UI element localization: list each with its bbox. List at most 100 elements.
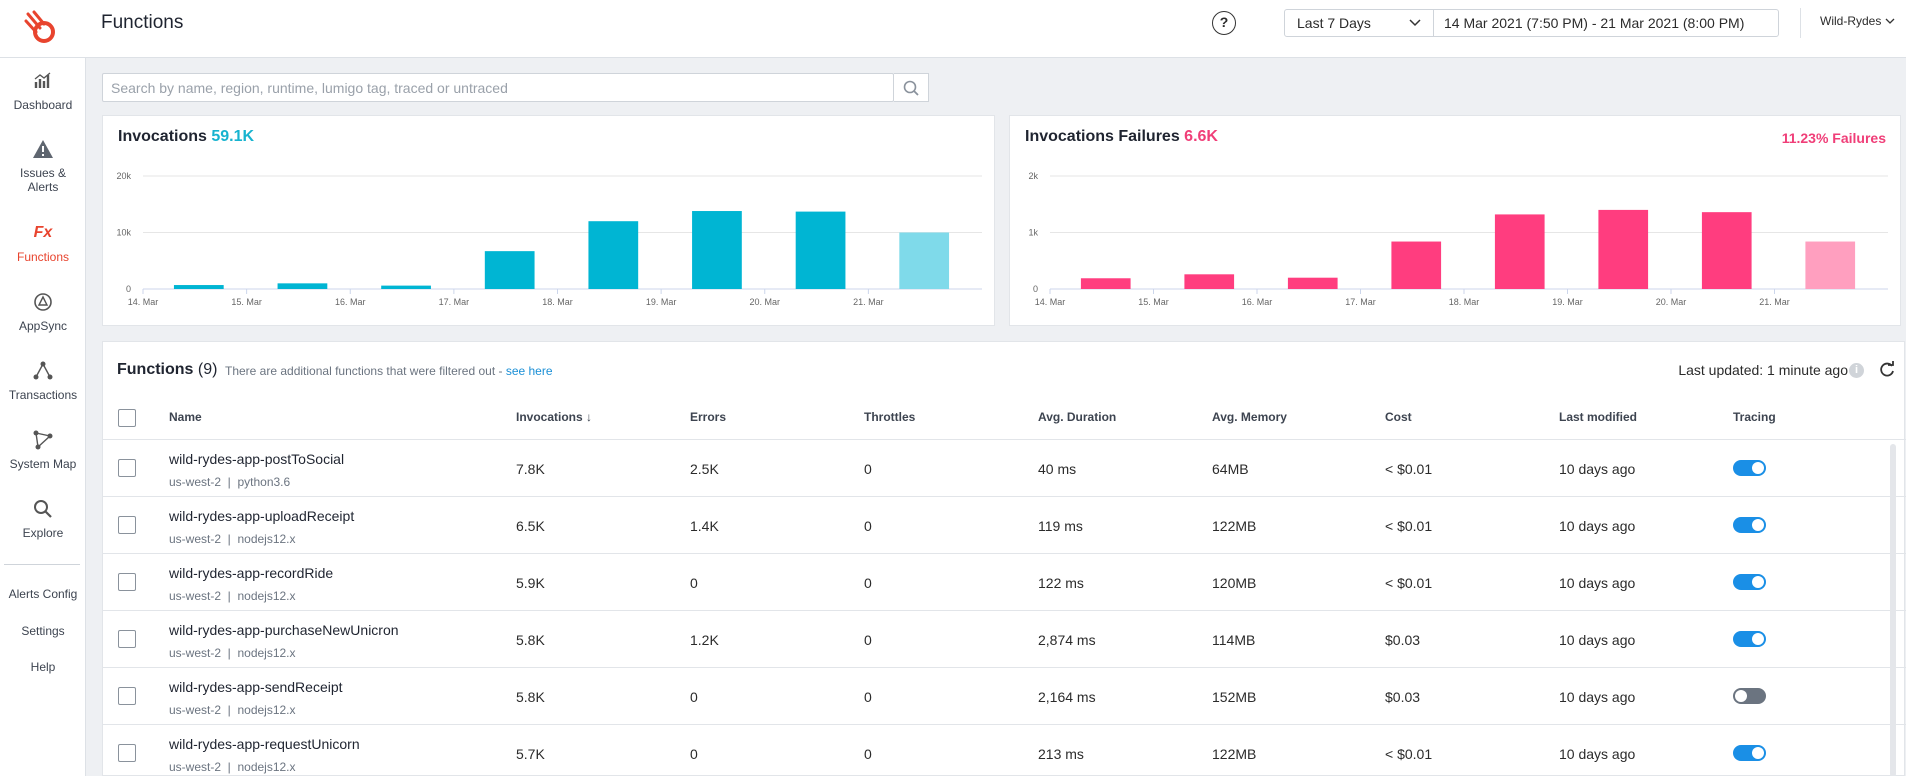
sidebar-item-functions[interactable]: Fx Functions xyxy=(0,222,86,264)
function-name[interactable]: wild-rydes-app-purchaseNewUnicron xyxy=(169,622,399,638)
function-runtime: nodejs12.x xyxy=(237,589,296,603)
cell-avg-memory: 114MB xyxy=(1212,632,1256,648)
toggle-knob xyxy=(1735,690,1747,702)
sidebar-item-transactions[interactable]: Transactions xyxy=(0,360,86,402)
info-icon[interactable]: i xyxy=(1849,363,1864,378)
column-header-invocations[interactable]: Invocations ↓ xyxy=(516,410,593,424)
cell-cost: $0.03 xyxy=(1385,632,1421,648)
column-header-avg-memory[interactable]: Avg. Memory xyxy=(1212,410,1287,424)
cell-errors: 0 xyxy=(690,689,698,705)
row-checkbox[interactable] xyxy=(118,516,136,534)
lumigo-logo-icon[interactable] xyxy=(22,8,62,48)
cell-invocations: 5.8K xyxy=(516,632,545,648)
cell-avg-memory: 64MB xyxy=(1212,461,1249,477)
account-name: Wild-Rydes xyxy=(1820,14,1882,28)
invocations-chart-title: Invocations 59.1K xyxy=(118,128,254,146)
cell-avg-memory: 152MB xyxy=(1212,689,1257,705)
date-range-picker[interactable]: 14 Mar 2021 (7:50 PM) - 21 Mar 2021 (8:0… xyxy=(1433,9,1779,37)
column-header-tracing[interactable]: Tracing xyxy=(1733,410,1776,424)
search-button[interactable] xyxy=(894,73,929,102)
table-count: (9) xyxy=(197,361,218,378)
function-runtime: nodejs12.x xyxy=(237,703,296,717)
chart-bar xyxy=(277,283,328,289)
y-tick-label: 10k xyxy=(116,228,131,238)
cell-avg-memory: 120MB xyxy=(1212,575,1257,591)
tracing-toggle[interactable] xyxy=(1733,631,1766,647)
function-name[interactable]: wild-rydes-app-uploadReceipt xyxy=(169,508,355,524)
y-tick-label: 20k xyxy=(116,171,131,181)
header-divider xyxy=(1800,8,1801,38)
function-meta: us-west-2 | nodejs12.x xyxy=(169,703,296,717)
cell-last-modified: 10 days ago xyxy=(1559,632,1636,648)
table-row[interactable]: wild-rydes-app-recordRide us-west-2 | nod… xyxy=(103,554,1906,611)
sidebar-link-help[interactable]: Help xyxy=(30,660,56,674)
sidebar-item-label: AppSync xyxy=(18,319,68,333)
row-checkbox[interactable] xyxy=(118,630,136,648)
function-region: us-west-2 xyxy=(169,475,222,489)
tracing-toggle[interactable] xyxy=(1733,517,1766,533)
help-button[interactable]: ? xyxy=(1212,11,1236,35)
function-name[interactable]: wild-rydes-app-postToSocial xyxy=(169,451,345,467)
x-tick-label: 16. Mar xyxy=(335,297,366,307)
column-header-last-modified[interactable]: Last modified xyxy=(1559,410,1638,424)
function-name[interactable]: wild-rydes-app-sendReceipt xyxy=(169,679,343,695)
time-range-select[interactable]: Last 7 Days xyxy=(1284,9,1434,37)
cell-cost: < $0.01 xyxy=(1385,746,1433,762)
cell-avg-duration: 40 ms xyxy=(1038,461,1077,477)
column-header-avg-duration[interactable]: Avg. Duration xyxy=(1038,410,1117,424)
column-header-cost[interactable]: Cost xyxy=(1385,410,1412,424)
function-meta: us-west-2 | nodejs12.x xyxy=(169,646,296,660)
row-checkbox[interactable] xyxy=(118,573,136,591)
last-updated: Last updated: 1 minute ago xyxy=(1678,362,1848,378)
system-map-icon xyxy=(33,430,53,450)
cell-last-modified: 10 days ago xyxy=(1559,461,1636,477)
tracing-toggle[interactable] xyxy=(1733,460,1766,476)
tracing-toggle[interactable] xyxy=(1733,574,1766,590)
tracing-toggle[interactable] xyxy=(1733,688,1766,704)
search-box xyxy=(102,73,894,102)
column-header-errors[interactable]: Errors xyxy=(690,410,727,424)
table-scrollbar[interactable] xyxy=(1890,444,1896,776)
sidebar-item-explore[interactable]: Explore xyxy=(0,498,86,540)
row-checkbox[interactable] xyxy=(118,744,136,762)
row-checkbox[interactable] xyxy=(118,459,136,477)
account-switcher[interactable]: Wild-Rydes xyxy=(1820,14,1895,28)
sidebar-item-label: Functions xyxy=(16,250,70,264)
page-title: Functions xyxy=(101,12,184,33)
failure-rate: 11.23% Failures xyxy=(1781,130,1886,146)
bar-chart-icon xyxy=(34,72,51,88)
cell-invocations: 5.8K xyxy=(516,689,545,705)
table-row[interactable]: wild-rydes-app-purchaseNewUnicron us-west… xyxy=(103,611,1906,668)
sidebar-link-alerts-config[interactable]: Alerts Config xyxy=(8,587,78,601)
table-row[interactable]: wild-rydes-app-uploadReceipt us-west-2 | … xyxy=(103,497,1906,554)
function-name[interactable]: wild-rydes-app-recordRide xyxy=(169,565,334,581)
sidebar-item-system-map[interactable]: System Map xyxy=(0,429,86,471)
sidebar-item-label: Dashboard xyxy=(13,98,73,112)
cell-invocations: 7.8K xyxy=(516,461,545,477)
see-here-link[interactable]: see here xyxy=(505,364,553,378)
search-input[interactable] xyxy=(103,74,893,101)
sidebar-link-settings[interactable]: Settings xyxy=(21,624,65,638)
refresh-icon[interactable] xyxy=(1878,361,1896,379)
x-tick-label: 19. Mar xyxy=(1552,297,1583,307)
function-meta: us-west-2 | nodejs12.x xyxy=(169,760,296,774)
sidebar-item-dashboard[interactable]: Dashboard xyxy=(0,70,86,112)
fx-icon: Fx xyxy=(33,224,53,241)
tracing-toggle[interactable] xyxy=(1733,745,1766,761)
sidebar-item-appsync[interactable]: AppSync xyxy=(0,291,86,333)
column-header-throttles[interactable]: Throttles xyxy=(864,410,916,424)
table-title-label: Functions xyxy=(117,361,194,378)
select-all-checkbox[interactable] xyxy=(118,409,136,427)
cell-avg-duration: 213 ms xyxy=(1038,746,1084,762)
table-row[interactable]: wild-rydes-app-sendReceipt us-west-2 | no… xyxy=(103,668,1906,725)
table-row[interactable]: wild-rydes-app-requestUnicorn us-west-2 |… xyxy=(103,725,1906,776)
table-row[interactable]: wild-rydes-app-postToSocial us-west-2 | p… xyxy=(103,440,1906,497)
column-header-name[interactable]: Name xyxy=(169,410,202,424)
failures-total: 6.6K xyxy=(1184,128,1218,145)
row-checkbox[interactable] xyxy=(118,687,136,705)
function-name[interactable]: wild-rydes-app-requestUnicorn xyxy=(169,736,360,752)
sidebar-item-issues-alerts[interactable]: Issues & Alerts xyxy=(0,138,86,194)
cell-last-modified: 10 days ago xyxy=(1559,746,1636,762)
chevron-down-icon xyxy=(1885,18,1895,24)
sidebar-item-label: Explore xyxy=(22,526,64,540)
